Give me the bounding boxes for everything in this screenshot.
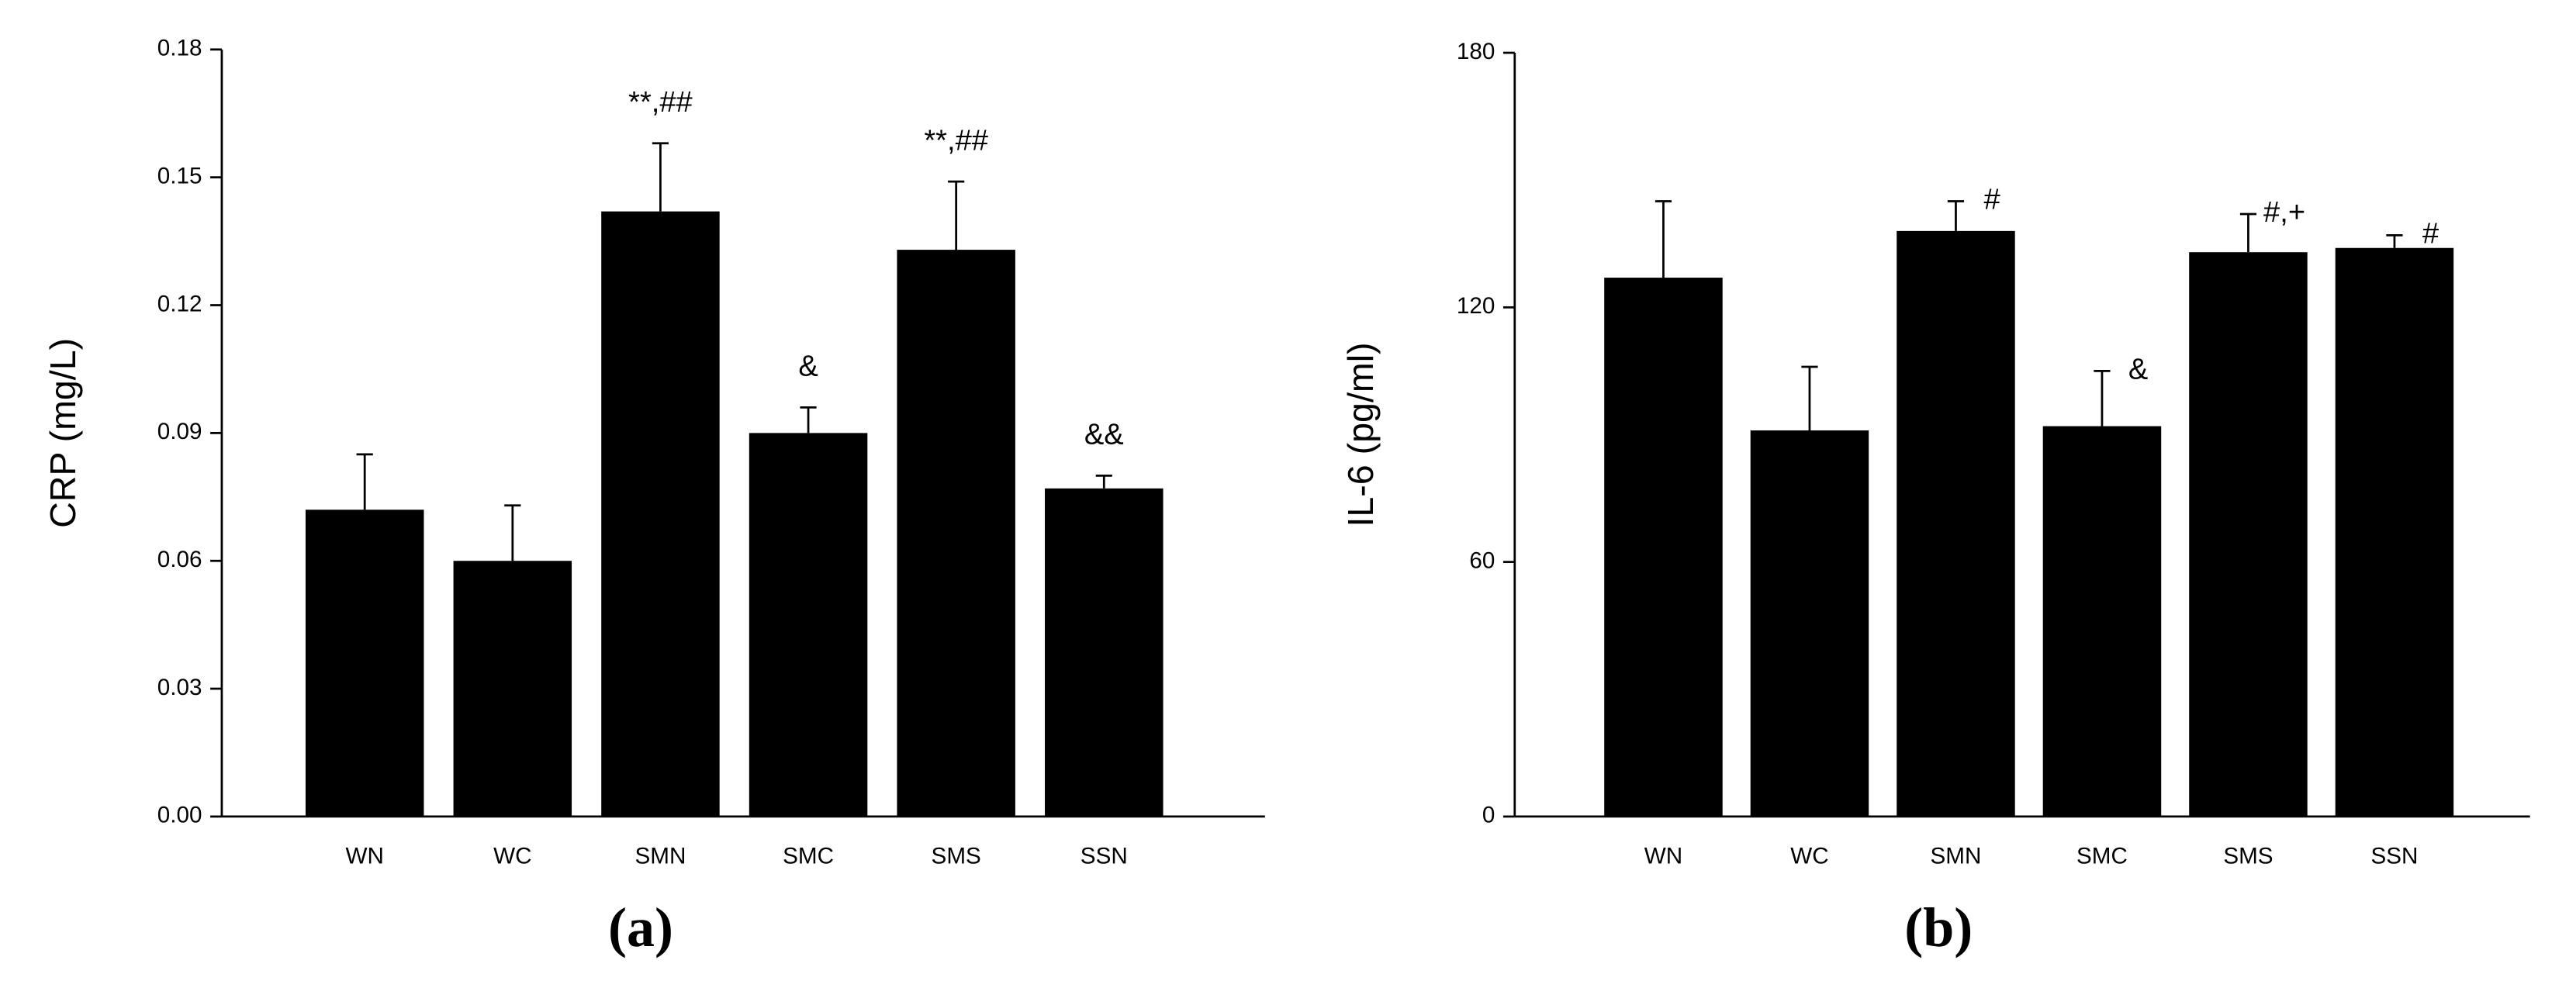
bar <box>1750 430 1869 817</box>
annotation: #,+ <box>2263 195 2305 229</box>
y-tick-label: 60 <box>1469 547 1495 573</box>
bar <box>305 509 424 817</box>
bar <box>1604 278 1723 817</box>
bar <box>897 250 1015 817</box>
annotation: && <box>1084 418 1124 451</box>
x-tick-label: SMC <box>783 844 834 869</box>
x-tick-label: SMS <box>2223 844 2273 869</box>
y-axis-title: IL-6 (pg/ml) <box>1340 342 1381 527</box>
annotation: # <box>1983 183 2000 216</box>
bar <box>749 433 868 817</box>
panel-label: (b) <box>1904 896 1973 959</box>
bar <box>2042 426 2162 817</box>
y-tick-label: 0.15 <box>157 163 202 188</box>
y-tick-label: 120 <box>1457 293 1495 319</box>
bar <box>453 561 572 817</box>
x-tick-label: SMC <box>2076 844 2128 869</box>
x-tick-label: SSN <box>2370 844 2418 869</box>
y-tick-label: 0.12 <box>157 291 202 316</box>
bar <box>1045 488 1164 817</box>
annotation: & <box>798 350 818 383</box>
x-tick-label: SMN <box>1931 844 1982 869</box>
x-tick-label: WC <box>1790 844 1828 869</box>
annotation: **,## <box>628 85 693 119</box>
annotation: & <box>2128 352 2148 385</box>
y-tick-label: 0.06 <box>157 547 202 572</box>
x-tick-label: WC <box>493 844 531 869</box>
x-tick-label: SMS <box>932 844 981 869</box>
x-tick-label: SMN <box>634 844 686 869</box>
y-tick-label: 0.09 <box>157 419 202 444</box>
y-tick-label: 0.18 <box>157 36 202 61</box>
panel-label: (a) <box>608 896 673 959</box>
bar <box>601 211 720 817</box>
y-tick-label: 0 <box>1482 803 1495 828</box>
annotation: **,## <box>924 123 988 157</box>
annotation: # <box>2422 216 2439 250</box>
bar <box>2335 247 2454 817</box>
bar <box>1897 230 2015 817</box>
y-axis-title: CRP (mg/L) <box>43 338 83 528</box>
x-tick-label: WN <box>345 844 383 869</box>
y-tick-label: 0.03 <box>157 675 202 700</box>
x-tick-label: WN <box>1644 844 1682 869</box>
y-tick-label: 0.00 <box>157 803 202 828</box>
y-tick-label: 180 <box>1457 39 1495 64</box>
bar <box>2189 252 2308 817</box>
x-tick-label: SSN <box>1081 844 1128 869</box>
